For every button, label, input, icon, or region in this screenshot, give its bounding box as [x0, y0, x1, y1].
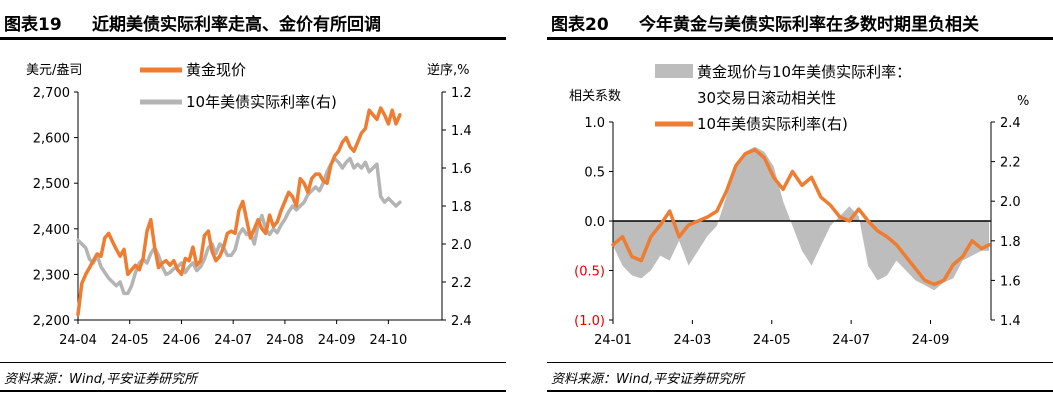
y-left-tick-label: 2,700	[33, 86, 70, 101]
x-tick-label: 24-06	[163, 333, 201, 348]
y-left-tick-label: (0.5)	[574, 265, 605, 280]
legend-label-real-yield: 10年美债实际利率(右)	[186, 93, 337, 111]
figure-label: 图表20	[551, 15, 609, 35]
y-left-tick-label: 2,600	[33, 132, 70, 147]
x-tick-label: 24-08	[266, 333, 304, 348]
y-right-tick-label: 1.6	[451, 162, 472, 177]
chart-title: 近期美债实际利率走高、金价有所回调	[92, 15, 381, 35]
x-tick-label: 24-04	[59, 333, 97, 348]
legend-label-real-yield: 10年美债实际利率(右)	[697, 115, 848, 133]
y-right-tick-label: 1.2	[451, 86, 472, 101]
x-tick-label: 24-05	[753, 333, 791, 348]
x-tick-label: 24-05	[111, 333, 149, 348]
y-axis-right-label: 逆序,%	[427, 62, 470, 78]
x-tick-label: 24-09	[318, 333, 356, 348]
source-bar: 资料来源：Wind,平安证券研究所	[0, 362, 506, 392]
y-left-tick-label: 2,200	[33, 314, 70, 329]
source-note: 资料来源：Wind,平安证券研究所	[4, 372, 198, 387]
x-tick-label: 24-01	[594, 333, 632, 348]
y-left-tick-label: (1.0)	[574, 314, 605, 329]
y-right-tick-label: 2.0	[1000, 195, 1021, 210]
x-tick-label: 24-07	[214, 333, 252, 348]
series-area-correlation	[613, 146, 990, 291]
source-note: 资料来源：Wind,平安证券研究所	[551, 372, 745, 387]
y-left-tick-label: 1.0	[584, 116, 605, 131]
chart-title-bar: 图表19 近期美债实际利率走高、金价有所回调	[0, 4, 506, 40]
y-left-tick-label: 0.0	[584, 215, 605, 230]
x-tick-label: 24-03	[673, 333, 711, 348]
y-right-tick-label: 1.4	[451, 124, 472, 139]
series-line-real-yield	[611, 147, 991, 287]
y-left-tick-label: 2,400	[33, 223, 70, 238]
y-axis-left-label: 相关系数	[569, 89, 621, 104]
chart-title-bar: 图表20 今年黄金与美债实际利率在多数时期里负相关	[547, 4, 1053, 40]
y-axis-right-label: %	[1017, 94, 1029, 109]
legend-label-correlation-line1: 黄金现价与10年美债实际利率：	[697, 63, 911, 81]
y-right-tick-label: 2.4	[1000, 116, 1021, 131]
y-left-tick-label: 0.5	[584, 166, 605, 181]
legend-label-correlation-line2: 30交易日滚动相关性	[697, 89, 836, 107]
y-axis-left-label: 美元/盎司	[26, 63, 82, 78]
y-right-tick-label: 2.2	[451, 276, 472, 291]
source-bar: 资料来源：Wind,平安证券研究所	[547, 362, 1053, 392]
y-right-tick-label: 1.8	[1000, 235, 1021, 250]
chart-panel-right: 图表20 今年黄金与美债实际利率在多数时期里负相关 相关系数% 1.0 0.5 0.0…	[547, 0, 1053, 400]
y-right-tick-label: 2.4	[451, 314, 472, 329]
chart-panel-left: 图表19 近期美债实际利率走高、金价有所回调 美元/盎司 逆序,% 2,200 2,3…	[0, 0, 506, 400]
chart-title: 今年黄金与美债实际利率在多数时期里负相关	[639, 15, 979, 35]
series-line-gold-price	[76, 106, 402, 317]
y-left-tick-label: 2,500	[33, 177, 70, 192]
y-right-tick-label: 2.0	[451, 238, 472, 253]
y-left-tick-label: 2,300	[33, 268, 70, 283]
y-right-tick-label: 1.6	[1000, 274, 1021, 289]
x-tick-label: 24-10	[369, 333, 407, 348]
x-tick-label: 24-07	[832, 333, 870, 348]
x-tick-label: 24-09	[912, 333, 950, 348]
y-right-tick-label: 2.2	[1000, 156, 1021, 171]
chart-right-svg: 相关系数 % 1.0 0.5 0.0 (0.5) (1.0) 2.4 2.2 2.0 1.8 1.6 1…	[569, 63, 1029, 348]
figure-label: 图表19	[4, 15, 62, 35]
y-right-tick-label: 1.8	[451, 200, 472, 215]
legend-swatch-correlation	[655, 64, 693, 78]
legend-label-gold-price: 黄金现价	[186, 61, 246, 79]
y-right-tick-label: 1.4	[1000, 314, 1021, 329]
series-line-real-yield	[76, 156, 402, 296]
chart-left-svg: 美元/盎司 逆序,% 2,200 2,300 2,400 2,500 2,600 2,700 1…	[26, 61, 472, 348]
